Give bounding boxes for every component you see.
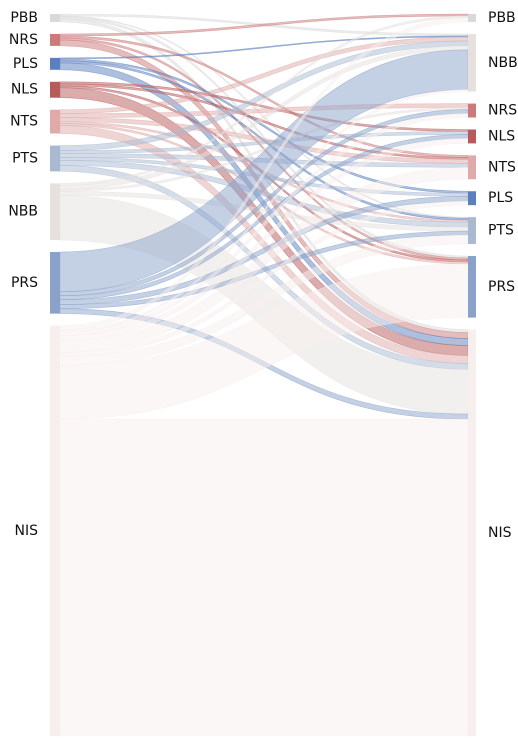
link — [59, 167, 469, 353]
link — [59, 418, 469, 737]
left-node — [50, 109, 60, 134]
right-node — [468, 191, 476, 206]
link — [59, 89, 469, 332]
left-node-label: NLS — [11, 82, 38, 98]
right-node-label: NRS — [488, 103, 517, 119]
right-node — [468, 14, 476, 22]
left-node — [50, 14, 60, 22]
right-node-label: NTS — [488, 159, 516, 175]
right-node-label: PTS — [488, 223, 514, 239]
right-node-label: PBB — [488, 10, 516, 26]
left-node-label: NTS — [10, 114, 38, 130]
right-node — [468, 329, 476, 736]
left-node — [50, 57, 60, 70]
left-node — [50, 252, 60, 314]
left-node-label: NBB — [8, 204, 38, 220]
left-node-label: PRS — [11, 275, 38, 291]
right-node — [468, 103, 476, 118]
right-node-label: PLS — [488, 190, 513, 206]
left-node-label: PBB — [10, 10, 38, 26]
link — [59, 263, 469, 420]
right-node — [468, 33, 476, 92]
link — [59, 200, 469, 357]
left-node — [50, 81, 60, 98]
right-node-label: NLS — [488, 128, 515, 144]
left-node — [50, 325, 60, 736]
right-node — [468, 217, 476, 244]
left-node — [50, 145, 60, 172]
right-node-label: NIS — [488, 525, 512, 541]
left-node — [50, 183, 60, 241]
left-node-label: PLS — [13, 56, 38, 72]
right-node — [468, 129, 476, 144]
left-node-label: NIS — [15, 523, 39, 539]
right-node-label: PRS — [488, 279, 515, 295]
left-node-label: PTS — [12, 150, 38, 166]
right-node-label: NBB — [488, 55, 518, 71]
left-node — [50, 33, 60, 46]
right-node — [468, 155, 476, 180]
links — [59, 13, 469, 737]
right-node — [468, 255, 476, 318]
left-node-label: NRS — [9, 32, 38, 48]
